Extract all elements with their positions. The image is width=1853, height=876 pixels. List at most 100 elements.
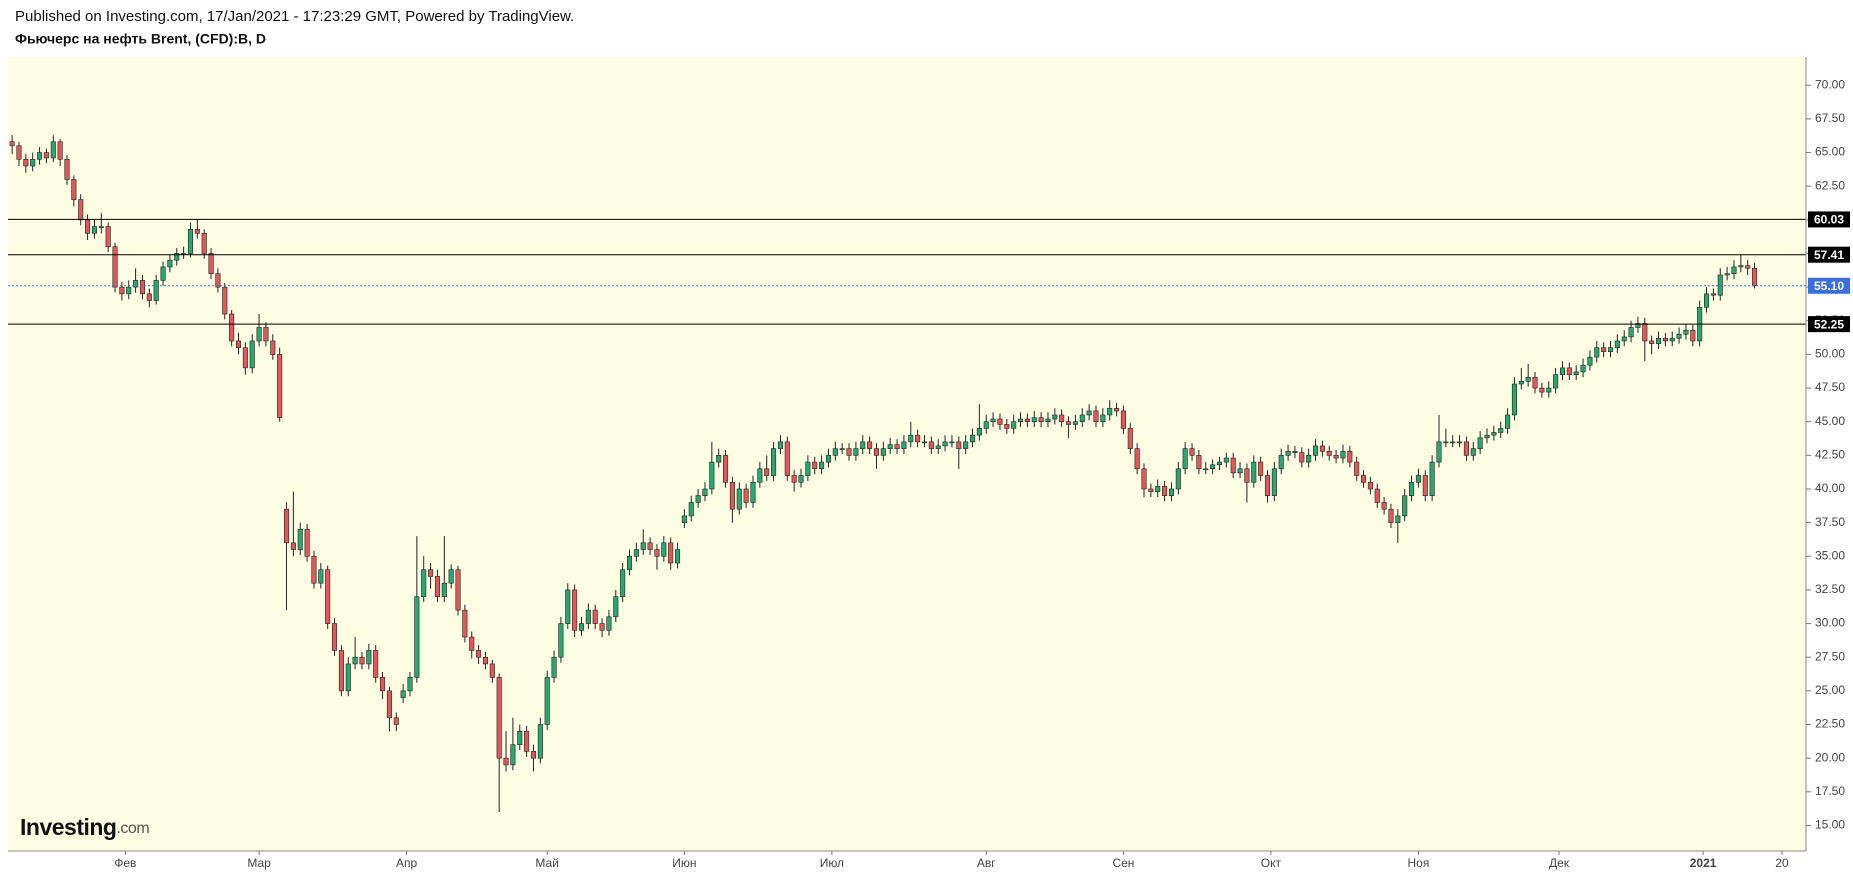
candle-body — [572, 589, 578, 631]
candle-body — [1258, 461, 1264, 476]
candle-body — [414, 596, 420, 678]
candle-body — [1237, 468, 1243, 474]
candle-body — [174, 253, 180, 261]
level-tag — [1808, 277, 1850, 294]
candle-body — [1018, 418, 1024, 423]
candle-body — [187, 228, 194, 254]
candle-body — [1532, 376, 1538, 389]
candle-body — [963, 441, 969, 449]
candle-body — [434, 576, 440, 597]
candle-body — [1662, 337, 1668, 342]
candle-body — [91, 226, 97, 234]
candle-body — [235, 340, 242, 348]
candle-body — [935, 445, 941, 449]
candle-body — [380, 677, 386, 692]
candle-body — [626, 555, 633, 571]
candle-body — [819, 461, 825, 470]
candle-body — [71, 179, 77, 200]
candle-body — [428, 569, 434, 577]
candle-body — [373, 650, 379, 678]
candle-body — [1388, 508, 1394, 523]
candle-body — [393, 717, 399, 725]
candle-body — [345, 663, 351, 692]
candle-body — [1223, 457, 1229, 463]
candle-body — [510, 744, 516, 766]
candle-body — [1093, 410, 1099, 423]
candle-body — [880, 448, 886, 456]
candle-body — [325, 569, 331, 624]
candle-body — [332, 623, 338, 651]
candle-body — [846, 448, 852, 456]
candle-body — [249, 340, 255, 369]
candle-body — [1141, 468, 1147, 490]
candle-body — [764, 468, 770, 476]
candle-body — [1374, 488, 1380, 503]
candle-body — [1518, 381, 1524, 385]
candle-body — [1162, 485, 1168, 497]
candle-body — [606, 616, 612, 631]
candle-body — [592, 609, 598, 624]
candle-body — [1738, 265, 1744, 268]
candle-body — [119, 286, 125, 295]
candle-body — [64, 158, 70, 180]
candle-body — [517, 730, 523, 745]
candle-body — [867, 441, 873, 449]
y-tick-label: 65.00 — [1815, 145, 1845, 159]
candle-body — [1367, 481, 1373, 490]
candle-body — [1347, 451, 1353, 463]
plot-background — [8, 57, 1806, 851]
y-tick-label: 35.00 — [1815, 548, 1845, 562]
candle-body — [1114, 407, 1120, 412]
candle-body — [1525, 376, 1531, 382]
y-tick-label: 70.00 — [1815, 77, 1845, 91]
x-tick-label: Июл — [820, 856, 844, 870]
level-label: 60.03 — [1814, 213, 1844, 227]
plot-area: 15.00 17.50 20.00 22.50 25.00 27.50 30.00 32.50… — [8, 57, 1850, 870]
candle-body — [1045, 418, 1051, 423]
x-tick-label: Фев — [114, 856, 136, 870]
candle-body — [85, 219, 91, 234]
candle-body — [1607, 347, 1614, 353]
candle-body — [455, 569, 461, 611]
candle-body — [805, 461, 811, 476]
candle-body — [242, 347, 248, 369]
candle-body — [297, 529, 303, 550]
candle-body — [894, 444, 900, 449]
candle-body — [1642, 323, 1648, 342]
y-tick-label: 62.50 — [1815, 178, 1845, 192]
candle-body — [1120, 410, 1126, 429]
y-tick-label: 15.00 — [1815, 818, 1845, 832]
candle-body — [1690, 329, 1696, 342]
candle-body — [983, 421, 989, 429]
candle-body — [1155, 485, 1161, 492]
candle-body — [887, 444, 893, 449]
candle-body — [1251, 461, 1257, 483]
candle-body — [1038, 417, 1044, 423]
candle-body — [969, 434, 976, 443]
level-label: 52.25 — [1814, 317, 1844, 331]
candle-body — [873, 448, 880, 456]
candle-body — [1484, 434, 1490, 439]
y-tick-label: 37.50 — [1815, 515, 1845, 529]
candle-body — [544, 677, 550, 725]
candle-body — [1676, 333, 1682, 339]
y-tick-label: 32.50 — [1815, 582, 1845, 596]
candle-body — [1319, 445, 1325, 452]
candle-body — [194, 228, 200, 234]
candle-body — [1559, 367, 1566, 375]
candle-body — [1539, 387, 1545, 393]
candle-body — [997, 418, 1003, 425]
candle-body — [1511, 383, 1517, 416]
x-tick-label: Май — [535, 856, 559, 870]
candle-body — [366, 650, 372, 665]
candle-body — [640, 542, 646, 550]
candle-body — [9, 141, 15, 147]
x-tick-label: Авг — [977, 856, 996, 870]
candle-body — [1422, 475, 1428, 497]
candle-body — [1072, 421, 1078, 425]
candle-body — [1710, 293, 1716, 296]
candle-body — [551, 656, 557, 678]
candle-body — [1271, 468, 1277, 497]
candle-body — [688, 502, 694, 517]
